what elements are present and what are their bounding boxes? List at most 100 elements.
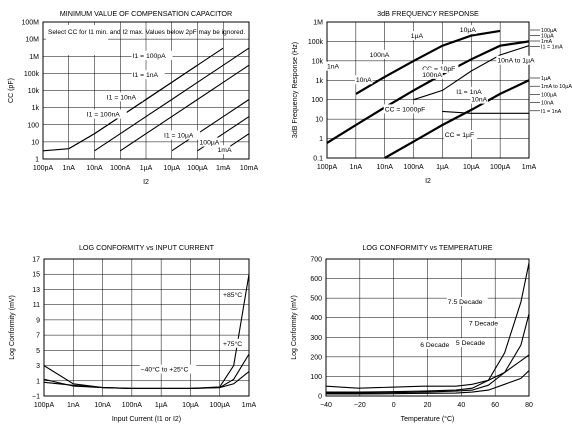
plot-frame <box>326 21 530 159</box>
y-tick-label: 10 <box>31 139 39 146</box>
y-axis-label: CC (pF) <box>8 78 15 103</box>
x-tick-label: 1nA <box>67 402 80 409</box>
annotation-bg <box>162 130 201 140</box>
chart-title: LOG CONFORMITY vs TEMPERATURE <box>362 243 492 252</box>
y-tick-label: 100k <box>24 71 40 78</box>
x-tick-label: 100pA <box>317 164 338 171</box>
x-tick-label: 60 <box>491 402 499 409</box>
legend-entry: 100µA <box>541 92 557 98</box>
annotation-label: −40°C to +25°C <box>141 366 189 374</box>
legend-entry: 100µA <box>541 28 557 34</box>
x-tick-label: 10µA <box>182 402 199 409</box>
chart-3db-frequency-response: 3dB FREQUENCY RESPONSE 100pA 1nA 10nA 100nA 1… <box>292 9 572 185</box>
x-tick-label: −20 <box>354 402 366 409</box>
annotation-bg <box>131 50 173 60</box>
x-axis-label: I2 <box>425 178 431 185</box>
series-line-2 <box>94 47 250 152</box>
annotation-bg <box>458 25 477 35</box>
x-tick-label: 1µA <box>155 402 168 409</box>
y-tick-label: 13 <box>32 287 40 294</box>
chart-title: MINIMUM VALUE OF COMPENSATION CAPACITOR <box>60 9 232 18</box>
annotation-bg <box>105 92 143 102</box>
annotation-label: I1 = 100nA <box>87 112 121 119</box>
y-tick-label: 400 <box>310 315 322 322</box>
series-line-1 <box>326 313 530 394</box>
annotation-label: 10nA <box>356 77 372 84</box>
y-tick-label: 10k <box>312 58 324 65</box>
annotation-label: 1µA <box>411 33 424 40</box>
note-box-bg <box>46 25 108 55</box>
x-tick-label: 100nA <box>110 165 131 172</box>
y-tick-label: 11 <box>33 302 40 309</box>
x-tick-label: 10µA <box>463 164 480 171</box>
x-tick-label: 100nA <box>122 402 143 409</box>
x-tick-label: 100µA <box>490 164 511 171</box>
x-tick-label: 0 <box>392 402 396 409</box>
y-tick-label: 5 <box>36 348 40 355</box>
legend-entry: 1mA to 10µA <box>541 84 572 90</box>
x-tick-label: 10mA <box>240 165 259 172</box>
y-tick-label: 1M <box>313 20 323 27</box>
x-tick-label: 100pA <box>34 402 55 409</box>
x-tick-label: 1mA <box>242 402 257 409</box>
annotation-bg <box>383 104 429 114</box>
y-tick-label: 300 <box>310 335 322 342</box>
annotation-bg <box>222 338 244 348</box>
y-tick-label: 200 <box>310 354 322 361</box>
annotation-bg <box>409 31 424 41</box>
annotation-bg <box>443 130 477 140</box>
series-line-4 <box>171 99 250 152</box>
y-tick-label: 10M <box>25 37 39 44</box>
chart-title: 3dB FREQUENCY RESPONSE <box>377 9 479 18</box>
annotation-label: 10nA <box>471 97 487 104</box>
annotation-label: 100µA <box>200 140 220 147</box>
note-text: Select CC for I1 min. and I2 max. Values… <box>48 29 245 36</box>
y-axis-label: Log Conformity (mV) <box>9 295 16 360</box>
legend-entry: I1 = 1mA <box>541 45 563 51</box>
x-axis-label: Input Current (I1 or I2) <box>112 416 181 423</box>
y-tick-label: 15 <box>32 272 40 279</box>
y-tick-label: 7 <box>36 333 40 340</box>
y-tick-label: 0.1 <box>313 156 323 163</box>
annotation-label: 100nA <box>370 52 390 59</box>
series-line-1 <box>68 47 224 150</box>
annotation-bg <box>85 109 127 119</box>
legend-entry: 10µA <box>541 34 554 40</box>
y-tick-label: 1M <box>29 54 39 61</box>
annotation-bg <box>421 64 459 74</box>
annotation-label: +85°C <box>223 291 242 299</box>
annotation-bg <box>419 340 453 350</box>
x-tick-label: 100pA <box>33 165 54 172</box>
y-tick-label: 0 <box>318 394 322 401</box>
y-tick-label: 700 <box>310 257 322 264</box>
annotation-label: I1 = 10µA <box>164 133 194 140</box>
x-tick-label: 10nA <box>86 165 103 172</box>
series-line-3 <box>119 64 250 152</box>
y-tick-label: 1 <box>35 157 39 164</box>
series-line-2 <box>325 354 530 389</box>
x-axis-label: Temperature (°C) <box>401 415 455 423</box>
legend-entry: 1µA <box>541 76 551 82</box>
plot-frame <box>325 258 530 397</box>
x-tick-label: 100nA <box>403 164 424 171</box>
plot-frame <box>42 21 250 160</box>
annotation-label: I1 = 100pA <box>133 53 167 60</box>
annotation-bg <box>139 364 197 374</box>
annotation-label: I1 = 1nA <box>133 72 159 79</box>
annotation-label: 7 Decade <box>469 321 498 328</box>
annotation-label: +75°C <box>223 340 242 348</box>
annotation-bg <box>455 86 489 96</box>
y-tick-label: 1 <box>319 136 323 143</box>
annotation-label: 1mA <box>218 147 232 154</box>
annotation-label: 7.5 Decade <box>448 299 483 306</box>
annotation-label: I1 = 10nA <box>107 94 137 101</box>
y-tick-label: 500 <box>310 296 322 303</box>
annotation-label: 5 Decade <box>456 340 485 347</box>
x-tick-label: 100µA <box>187 165 208 172</box>
annotation-label: CC = 1µF <box>445 132 474 139</box>
y-tick-label: 100 <box>310 374 322 381</box>
series-line-3 <box>326 370 530 395</box>
annotation-bg <box>198 137 221 147</box>
x-tick-label: 10nA <box>377 164 394 171</box>
